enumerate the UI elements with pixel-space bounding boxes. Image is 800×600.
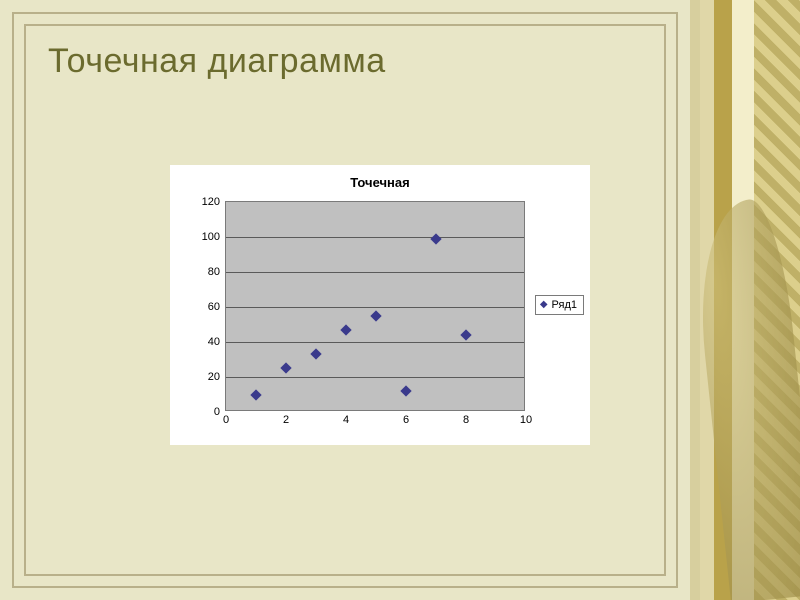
x-tick-label: 4 <box>343 414 349 426</box>
scatter-chart: Точечная ◆ Ряд1 0204060801001200246810 <box>170 165 590 445</box>
decorative-strip <box>690 0 800 600</box>
slide: Точечная диаграмма Точечная ◆ Ряд1 02040… <box>0 0 800 600</box>
chart-title: Точечная <box>170 175 590 190</box>
y-tick-label: 100 <box>180 231 220 243</box>
data-point <box>310 349 321 360</box>
y-tick-label: 80 <box>180 266 220 278</box>
x-tick-label: 6 <box>403 414 409 426</box>
data-point <box>370 310 381 321</box>
data-point <box>460 329 471 340</box>
slide-title: Точечная диаграмма <box>48 42 386 81</box>
gridline <box>226 307 524 308</box>
gridline <box>226 342 524 343</box>
y-tick-label: 120 <box>180 196 220 208</box>
gridline <box>226 237 524 238</box>
legend-series-label: Ряд1 <box>552 299 577 311</box>
x-tick-label: 8 <box>463 414 469 426</box>
x-tick-label: 2 <box>283 414 289 426</box>
data-point <box>400 385 411 396</box>
chart-legend: ◆ Ряд1 <box>535 295 584 315</box>
y-tick-label: 40 <box>180 336 220 348</box>
legend-marker-icon: ◆ <box>540 300 548 310</box>
gridline <box>226 377 524 378</box>
gridline <box>226 272 524 273</box>
plot-area: 0204060801001200246810 <box>225 201 525 411</box>
y-tick-label: 0 <box>180 406 220 418</box>
data-point <box>430 233 441 244</box>
y-tick-label: 60 <box>180 301 220 313</box>
x-tick-label: 10 <box>520 414 532 426</box>
data-point <box>340 324 351 335</box>
x-tick-label: 0 <box>223 414 229 426</box>
data-point <box>250 389 261 400</box>
y-tick-label: 20 <box>180 371 220 383</box>
data-point <box>280 363 291 374</box>
